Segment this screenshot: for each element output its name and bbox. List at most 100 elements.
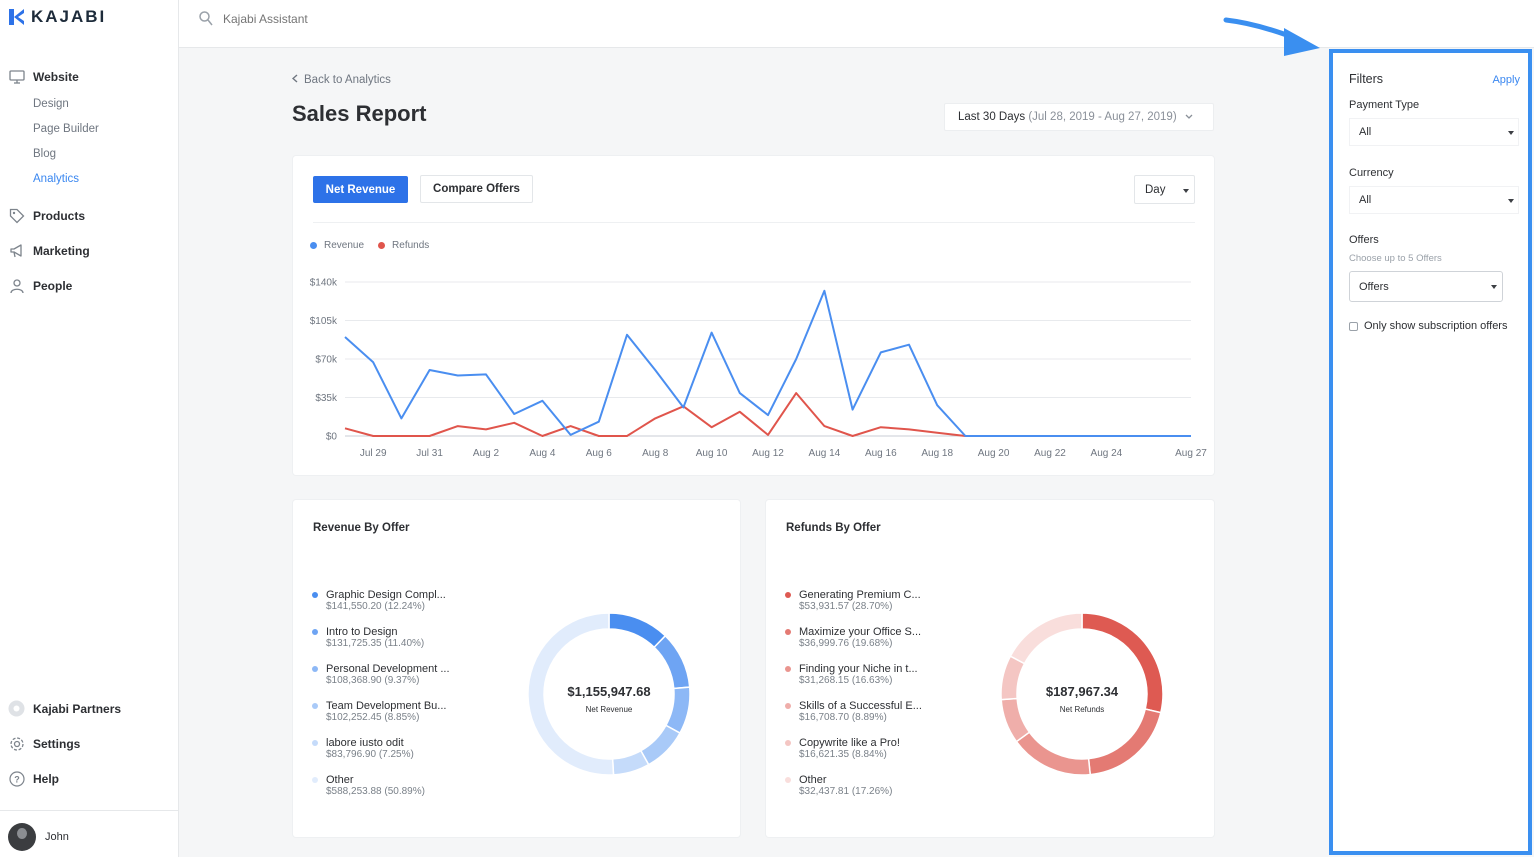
offer-value: $53,931.57 (28.70%) — [799, 601, 893, 612]
sidebar-item-label: Help — [33, 771, 60, 786]
monitor-icon — [8, 68, 25, 85]
x-tick-label: Aug 14 — [809, 448, 841, 459]
sidebar-item-marketing[interactable]: Marketing — [8, 242, 90, 259]
offer-name: Other — [799, 774, 827, 786]
search-icon — [199, 11, 213, 31]
donut-slice[interactable] — [639, 724, 681, 766]
x-tick-label: Aug 8 — [642, 448, 669, 459]
offer-legend-item[interactable]: Skills of a Successful E... $16,708.70 (8… — [785, 700, 922, 737]
x-tick-label: Aug 27 — [1175, 448, 1207, 459]
offer-legend-item[interactable]: Copywrite like a Pro! $16,621.35 (8.84%) — [785, 737, 922, 774]
offer-value: $16,708.70 (8.89%) — [799, 712, 887, 723]
donut-slice[interactable] — [653, 634, 691, 690]
offer-legend-item[interactable]: Personal Development ... $108,368.90 (9.3… — [312, 663, 450, 700]
back-to-analytics-link[interactable]: Back to Analytics — [291, 74, 391, 86]
user-menu[interactable]: John — [0, 810, 178, 857]
offers-select[interactable]: Offers — [1349, 271, 1503, 302]
sidebar-item-label: People — [33, 278, 73, 293]
donut-slice[interactable] — [608, 612, 667, 649]
series-line-revenue — [344, 289, 1191, 437]
offer-value: $588,253.88 (50.89%) — [326, 786, 425, 797]
sidebar-sub-page-builder[interactable]: Page Builder — [33, 123, 99, 135]
offer-legend-item[interactable]: Team Development Bu... $102,252.45 (8.85%… — [312, 700, 450, 737]
sidebar-item-help[interactable]: ? Help — [8, 770, 59, 787]
kajabi-logo-icon — [9, 9, 24, 25]
donut-total: $1,155,947.68 — [567, 684, 650, 699]
x-tick-label: Aug 24 — [1091, 448, 1123, 459]
brand-name: KAJABI — [31, 7, 107, 26]
legend-dot — [312, 777, 318, 783]
donut-slice[interactable] — [1087, 708, 1162, 776]
offer-legend-item[interactable]: Graphic Design Compl... $141,550.20 (12.2… — [312, 589, 450, 626]
tag-icon — [8, 207, 25, 224]
refunds-donut-chart: $187,967.34 Net Refunds — [1000, 612, 1164, 776]
legend-dot — [312, 666, 318, 672]
offer-name: labore iusto odit — [326, 737, 404, 749]
x-tick-label: Aug 16 — [865, 448, 897, 459]
sidebar-item-settings[interactable]: Settings — [8, 735, 80, 752]
legend-item-revenue[interactable]: Revenue — [310, 240, 364, 251]
subscription-only-label: Only show subscription offers — [1364, 320, 1508, 332]
compare-offers-button[interactable]: Compare Offers — [420, 175, 533, 203]
legend-dot — [785, 703, 791, 709]
net-revenue-button[interactable]: Net Revenue — [313, 176, 408, 203]
offer-value: $108,368.90 (9.37%) — [326, 675, 420, 686]
svg-text:?: ? — [14, 774, 20, 784]
sidebar-item-label: Marketing — [33, 243, 90, 258]
donut-slice[interactable] — [1000, 655, 1026, 701]
apply-filters-link[interactable]: Apply — [1492, 74, 1520, 86]
offer-name: Team Development Bu... — [326, 700, 447, 712]
currency-select[interactable]: All — [1349, 186, 1519, 214]
sidebar-item-label: Products — [33, 208, 86, 223]
donut-slice[interactable] — [1009, 612, 1083, 665]
offer-legend-item[interactable]: Intro to Design $131,725.35 (11.40%) — [312, 626, 450, 663]
offer-name: Graphic Design Compl... — [326, 589, 446, 601]
x-tick-label: Aug 20 — [978, 448, 1010, 459]
offer-name: Intro to Design — [326, 626, 398, 638]
logo[interactable]: KAJABI — [9, 7, 106, 27]
legend-item-refunds[interactable]: Refunds — [378, 240, 429, 251]
sidebar: KAJABI Website Design Page Builder Blog … — [0, 0, 179, 857]
subscription-only-checkbox[interactable] — [1349, 321, 1358, 331]
offer-value: $83,796.90 (7.25%) — [326, 749, 414, 760]
legend-dot — [785, 592, 791, 598]
offer-legend-item[interactable]: labore iusto odit $83,796.90 (7.25%) — [312, 737, 450, 774]
period-select[interactable]: Day — [1134, 175, 1195, 204]
offer-legend-item[interactable]: Maximize your Office S... $36,999.76 (19.… — [785, 626, 922, 663]
offer-name: Maximize your Office S... — [799, 626, 922, 638]
y-tick-label: $0 — [326, 432, 338, 443]
sidebar-item-people[interactable]: People — [8, 277, 72, 294]
payment-type-value: All — [1359, 126, 1372, 138]
sidebar-item-kajabi-partners[interactable]: Kajabi Partners — [8, 700, 121, 717]
legend-dot — [310, 241, 317, 249]
sidebar-item-website[interactable]: Website — [8, 68, 79, 85]
sidebar-sub-design[interactable]: Design — [33, 98, 69, 110]
help-icon: ? — [8, 770, 25, 787]
line-chart: $0 $35k $70k $105k $140k Jul 29 Jul 31 Aug 2 Aug… — [310, 278, 1208, 460]
search-input[interactable] — [223, 12, 623, 26]
offer-legend-item[interactable]: Generating Premium C... $53,931.57 (28.70… — [785, 589, 922, 626]
sidebar-item-products[interactable]: Products — [8, 207, 85, 224]
back-link-label: Back to Analytics — [304, 74, 391, 86]
donut-slice[interactable] — [527, 612, 615, 776]
donut-slice[interactable] — [664, 686, 691, 735]
offer-legend-item[interactable]: Other $32,437.81 (17.26%) — [785, 774, 922, 811]
megaphone-icon — [8, 242, 25, 259]
legend-label: Revenue — [324, 240, 365, 251]
offer-legend-item[interactable]: Other $588,253.88 (50.89%) — [312, 774, 450, 811]
payment-type-select[interactable]: All — [1349, 118, 1519, 146]
offer-value: $141,550.20 (12.24%) — [326, 601, 425, 612]
offer-legend-item[interactable]: Finding your Niche in t... $31,268.15 (16… — [785, 663, 922, 700]
donut-slice[interactable] — [1015, 731, 1092, 776]
sidebar-sub-analytics[interactable]: Analytics — [33, 173, 80, 185]
legend-dot — [785, 740, 791, 746]
sidebar-sub-blog[interactable]: Blog — [33, 148, 57, 160]
y-tick-label: $35k — [315, 393, 338, 404]
donut-slice[interactable] — [1000, 697, 1031, 743]
revenue-donut-chart: $1,155,947.68 Net Revenue — [527, 612, 691, 776]
caret-down-icon — [1183, 189, 1189, 193]
card-title: Revenue By Offer — [313, 522, 410, 534]
date-range-select[interactable]: Last 30 Days (Jul 28, 2019 - Aug 27, 201… — [944, 103, 1214, 131]
donut-slice[interactable] — [611, 749, 650, 776]
